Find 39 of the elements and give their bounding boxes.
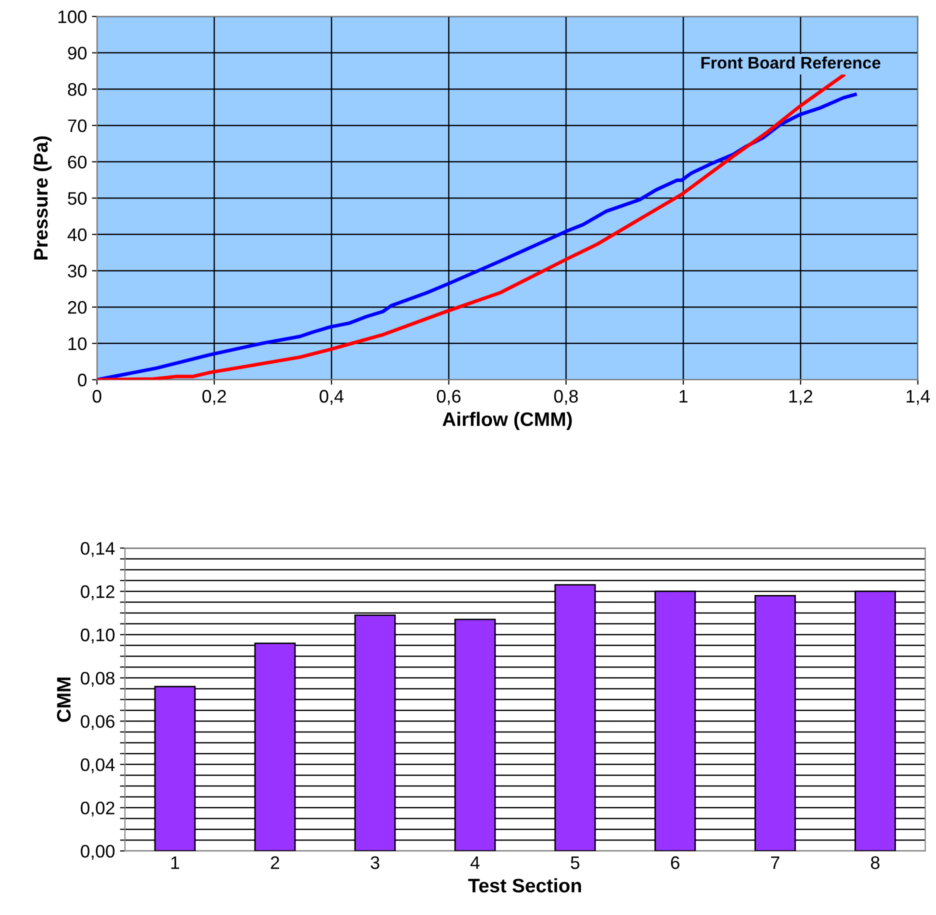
x-tick-label: 8	[870, 856, 880, 870]
x-tick-label: 3	[370, 856, 380, 870]
x-tick-label: 1,2	[789, 390, 812, 405]
x-tick-label: 6	[671, 856, 680, 870]
y-tick-label: 40	[68, 228, 87, 242]
y-tick-label: 0,02	[80, 802, 114, 817]
x-tick-label: 4	[470, 856, 480, 869]
x-tick-label: 2	[270, 856, 280, 869]
x-tick-label: 0,4	[320, 390, 344, 405]
y-tick-label: 0,14	[80, 542, 115, 557]
text: Front Board Reference	[701, 56, 880, 69]
y-tick-label: 0,04	[80, 758, 115, 774]
x-axis-title: Test Section	[468, 878, 581, 892]
y-axis-title: Pressure (Pa)	[33, 136, 52, 260]
y-tick-label: 30	[68, 264, 87, 278]
y-tick-label: 10	[68, 337, 87, 350]
y-tick-label: 50	[68, 192, 87, 205]
y-tick-label: 90	[68, 46, 87, 60]
y-tick-label: 0,06	[80, 715, 114, 730]
x-tick-label: 0,6	[436, 390, 461, 405]
x-tick-label: 1	[680, 390, 688, 403]
y-tick-label: 0	[78, 374, 87, 386]
y-tick-label: 0,10	[80, 628, 115, 644]
y-tick-label: 0,08	[80, 672, 114, 687]
x-tick-label: 1,4	[906, 390, 930, 405]
x-tick-label: 0,2	[202, 390, 226, 405]
y-tick-label: 100	[58, 10, 87, 24]
y-tick-label: 0,12	[80, 585, 114, 600]
y-axis-title: CMM	[56, 678, 71, 722]
x-tick-label: 0,8	[554, 390, 578, 405]
x-tick-label: 5	[570, 856, 580, 870]
x-tick-label: 7	[771, 856, 780, 869]
y-tick-label: 80	[68, 83, 87, 96]
y-tick-label: 70	[68, 119, 87, 132]
y-tick-label: 0,00	[80, 844, 115, 860]
x-tick-label: 1	[171, 856, 180, 869]
y-tick-label: 20	[68, 301, 87, 314]
y-tick-label: 60	[68, 156, 87, 168]
x-axis-title: Airflow (CMM)	[442, 412, 572, 430]
